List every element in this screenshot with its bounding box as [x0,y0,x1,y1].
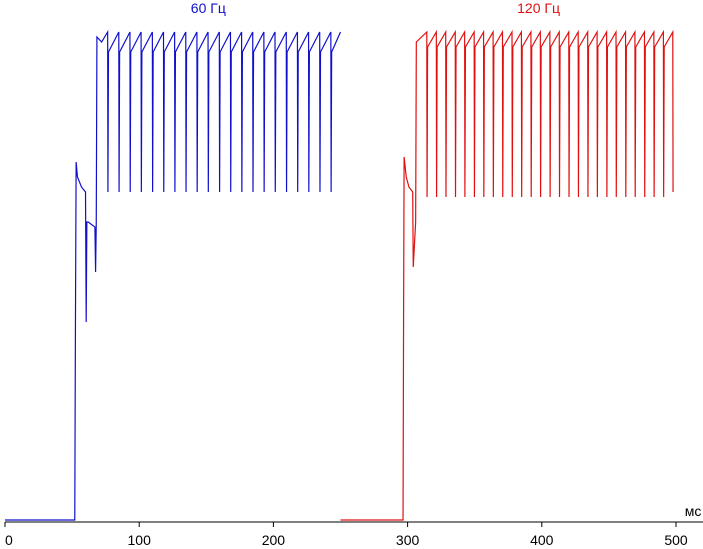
series-label: 60 Гц [191,0,226,16]
series-line [340,29,674,521]
x-tick-label: 0 [5,532,13,548]
x-tick-label: 200 [262,532,286,548]
x-tick-label: 300 [396,532,420,548]
x-axis-label: мс [685,503,702,519]
x-tick-label: 500 [664,532,688,548]
series-label: 120 Гц [517,0,560,16]
x-tick-label: 400 [530,532,554,548]
series-line [5,29,342,521]
x-tick-label: 100 [128,532,152,548]
